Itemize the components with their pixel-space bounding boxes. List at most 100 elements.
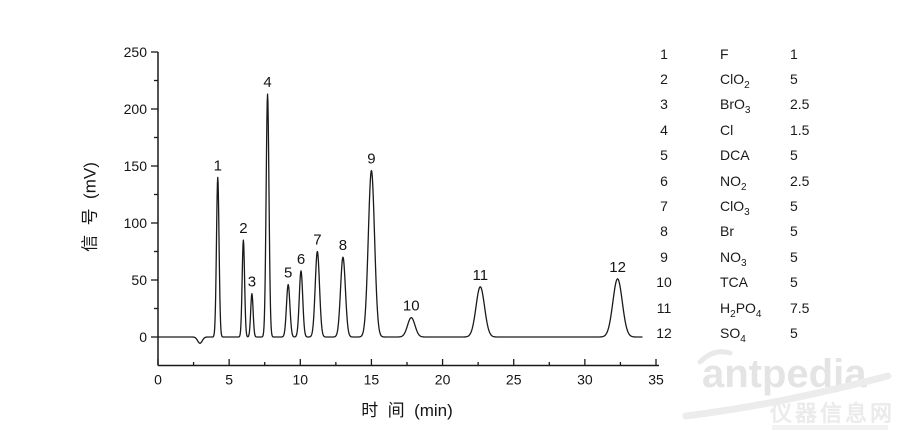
legend-row: 3 BrO3 2.5 xyxy=(648,92,883,117)
formula-text: TCA xyxy=(720,274,748,291)
legend-row: 8 Br 5 xyxy=(648,219,883,244)
legend-concentration-value: 2.5 xyxy=(790,172,810,189)
x-tick-label: 0 xyxy=(154,372,162,388)
y-tick-label: 100 xyxy=(124,215,148,231)
formula-subscript: 2 xyxy=(744,80,750,92)
legend-row: 5 DCA 5 xyxy=(648,143,883,168)
formula-subscript: 2 xyxy=(730,308,736,320)
formula-text: ClO xyxy=(720,198,745,215)
legend-concentration-value: 1.5 xyxy=(790,121,810,138)
peak-number-label: 9 xyxy=(367,151,375,168)
legend-row: 10 TCA 5 xyxy=(648,270,883,295)
formula-text: DCA xyxy=(720,147,750,164)
peak-number-label: 12 xyxy=(609,259,626,276)
legend-row: 2 ClO2 5 xyxy=(648,66,883,91)
formula-text: NO xyxy=(720,172,741,189)
peak-number-label: 8 xyxy=(339,237,347,254)
peak-number-label: 2 xyxy=(239,220,247,237)
formula-text: H xyxy=(720,299,731,316)
formula-subscript: 4 xyxy=(755,308,762,320)
x-axis-title: 时 间 (min) xyxy=(361,401,453,420)
y-tick-label: 50 xyxy=(131,272,147,288)
legend-analyte-formula: F xyxy=(680,46,790,62)
legend-row: 7 ClO3 5 xyxy=(648,193,883,218)
peak-number-label: 4 xyxy=(263,74,271,91)
y-tick-label: 0 xyxy=(139,329,147,345)
legend-peak-number: 7 xyxy=(660,198,668,215)
legend-peak-number: 12 xyxy=(656,324,672,341)
formula-text: PO xyxy=(735,299,756,316)
legend-analyte-formula: ClO3 xyxy=(680,198,790,218)
formula-text: Cl xyxy=(720,121,734,138)
peak-number-label: 10 xyxy=(403,298,420,315)
formula-text: NO xyxy=(720,248,741,265)
peak-number-label: 1 xyxy=(214,157,222,174)
peak-number-label: 7 xyxy=(313,232,321,249)
legend-analyte-formula: NO2 xyxy=(680,172,790,193)
legend-concentration-value: 5 xyxy=(790,324,798,341)
x-tick-label: 10 xyxy=(292,372,308,388)
peak-number-label: 5 xyxy=(284,265,292,282)
peak-legend-table: 1 F 1 2 ClO2 5 3 BrO3 2.5 4 Cl 1.5 5 DCA 5 6 NO2 2.5 7 ClO3… xyxy=(648,41,883,346)
formula-subscript: 3 xyxy=(744,105,751,117)
legend-analyte-formula: SO4 xyxy=(680,324,790,345)
formula-text: Br xyxy=(720,223,734,240)
legend-peak-number: 3 xyxy=(660,96,668,113)
chromatogram-trace xyxy=(157,93,643,344)
legend-peak-number: 10 xyxy=(656,274,672,291)
legend-analyte-formula: Cl xyxy=(680,122,790,138)
legend-concentration-value: 5 xyxy=(790,274,798,291)
formula-subscript: 4 xyxy=(740,333,746,345)
y-tick-label: 150 xyxy=(124,158,148,174)
legend-concentration-value: 5 xyxy=(790,71,798,88)
legend-analyte-formula: H2PO4 xyxy=(680,299,790,320)
legend-concentration-value: 7.5 xyxy=(790,299,810,316)
formula-subscript: 3 xyxy=(744,207,750,219)
x-tick-label: 5 xyxy=(225,372,233,388)
x-tick-label: 35 xyxy=(648,372,664,388)
legend-concentration-value: 5 xyxy=(790,198,798,215)
legend-row: 6 NO2 2.5 xyxy=(648,168,883,193)
y-tick-label: 250 xyxy=(124,44,148,60)
legend-concentration-value: 5 xyxy=(790,147,798,164)
x-tick-label: 15 xyxy=(364,372,380,388)
peak-number-label: 6 xyxy=(297,251,305,268)
x-tick-label: 20 xyxy=(435,372,451,388)
legend-concentration-value: 1 xyxy=(790,45,798,62)
legend-concentration-value: 5 xyxy=(790,248,798,265)
legend-peak-number: 9 xyxy=(660,248,668,265)
legend-peak-number: 8 xyxy=(660,223,668,240)
legend-row: 12 SO4 5 xyxy=(648,320,883,345)
legend-peak-number: 11 xyxy=(656,299,672,316)
legend-peak-number: 1 xyxy=(660,45,668,62)
formula-text: ClO xyxy=(720,71,745,88)
legend-peak-number: 4 xyxy=(660,121,668,138)
legend-row: 4 Cl 1.5 xyxy=(648,117,883,142)
formula-subscript: 3 xyxy=(741,257,747,269)
legend-row: 9 NO3 5 xyxy=(648,244,883,269)
legend-analyte-formula: NO3 xyxy=(680,248,790,269)
legend-analyte-formula: TCA xyxy=(680,274,790,290)
legend-analyte-formula: DCA xyxy=(680,147,790,163)
x-tick-label: 25 xyxy=(506,372,522,388)
y-axis-title: 信 号 (mV) xyxy=(80,162,100,252)
formula-text: BrO xyxy=(720,96,745,113)
legend-analyte-formula: ClO2 xyxy=(680,71,790,91)
legend-peak-number: 5 xyxy=(660,147,668,164)
peak-number-label: 11 xyxy=(472,267,488,284)
legend-peak-number: 2 xyxy=(660,71,668,88)
legend-row: 1 F 1 xyxy=(648,41,883,66)
legend-analyte-formula: Br xyxy=(680,223,790,239)
legend-peak-number: 6 xyxy=(660,172,668,189)
peak-number-label: 3 xyxy=(248,274,256,291)
formula-text: F xyxy=(720,45,729,62)
x-tick-label: 30 xyxy=(577,372,593,388)
formula-subscript: 2 xyxy=(741,181,747,193)
legend-row: 11 H2PO4 7.5 xyxy=(648,295,883,320)
formula-text: SO xyxy=(720,324,741,341)
legend-concentration-value: 2.5 xyxy=(790,96,810,113)
legend-analyte-formula: BrO3 xyxy=(680,96,790,116)
legend-concentration-value: 5 xyxy=(790,223,798,240)
